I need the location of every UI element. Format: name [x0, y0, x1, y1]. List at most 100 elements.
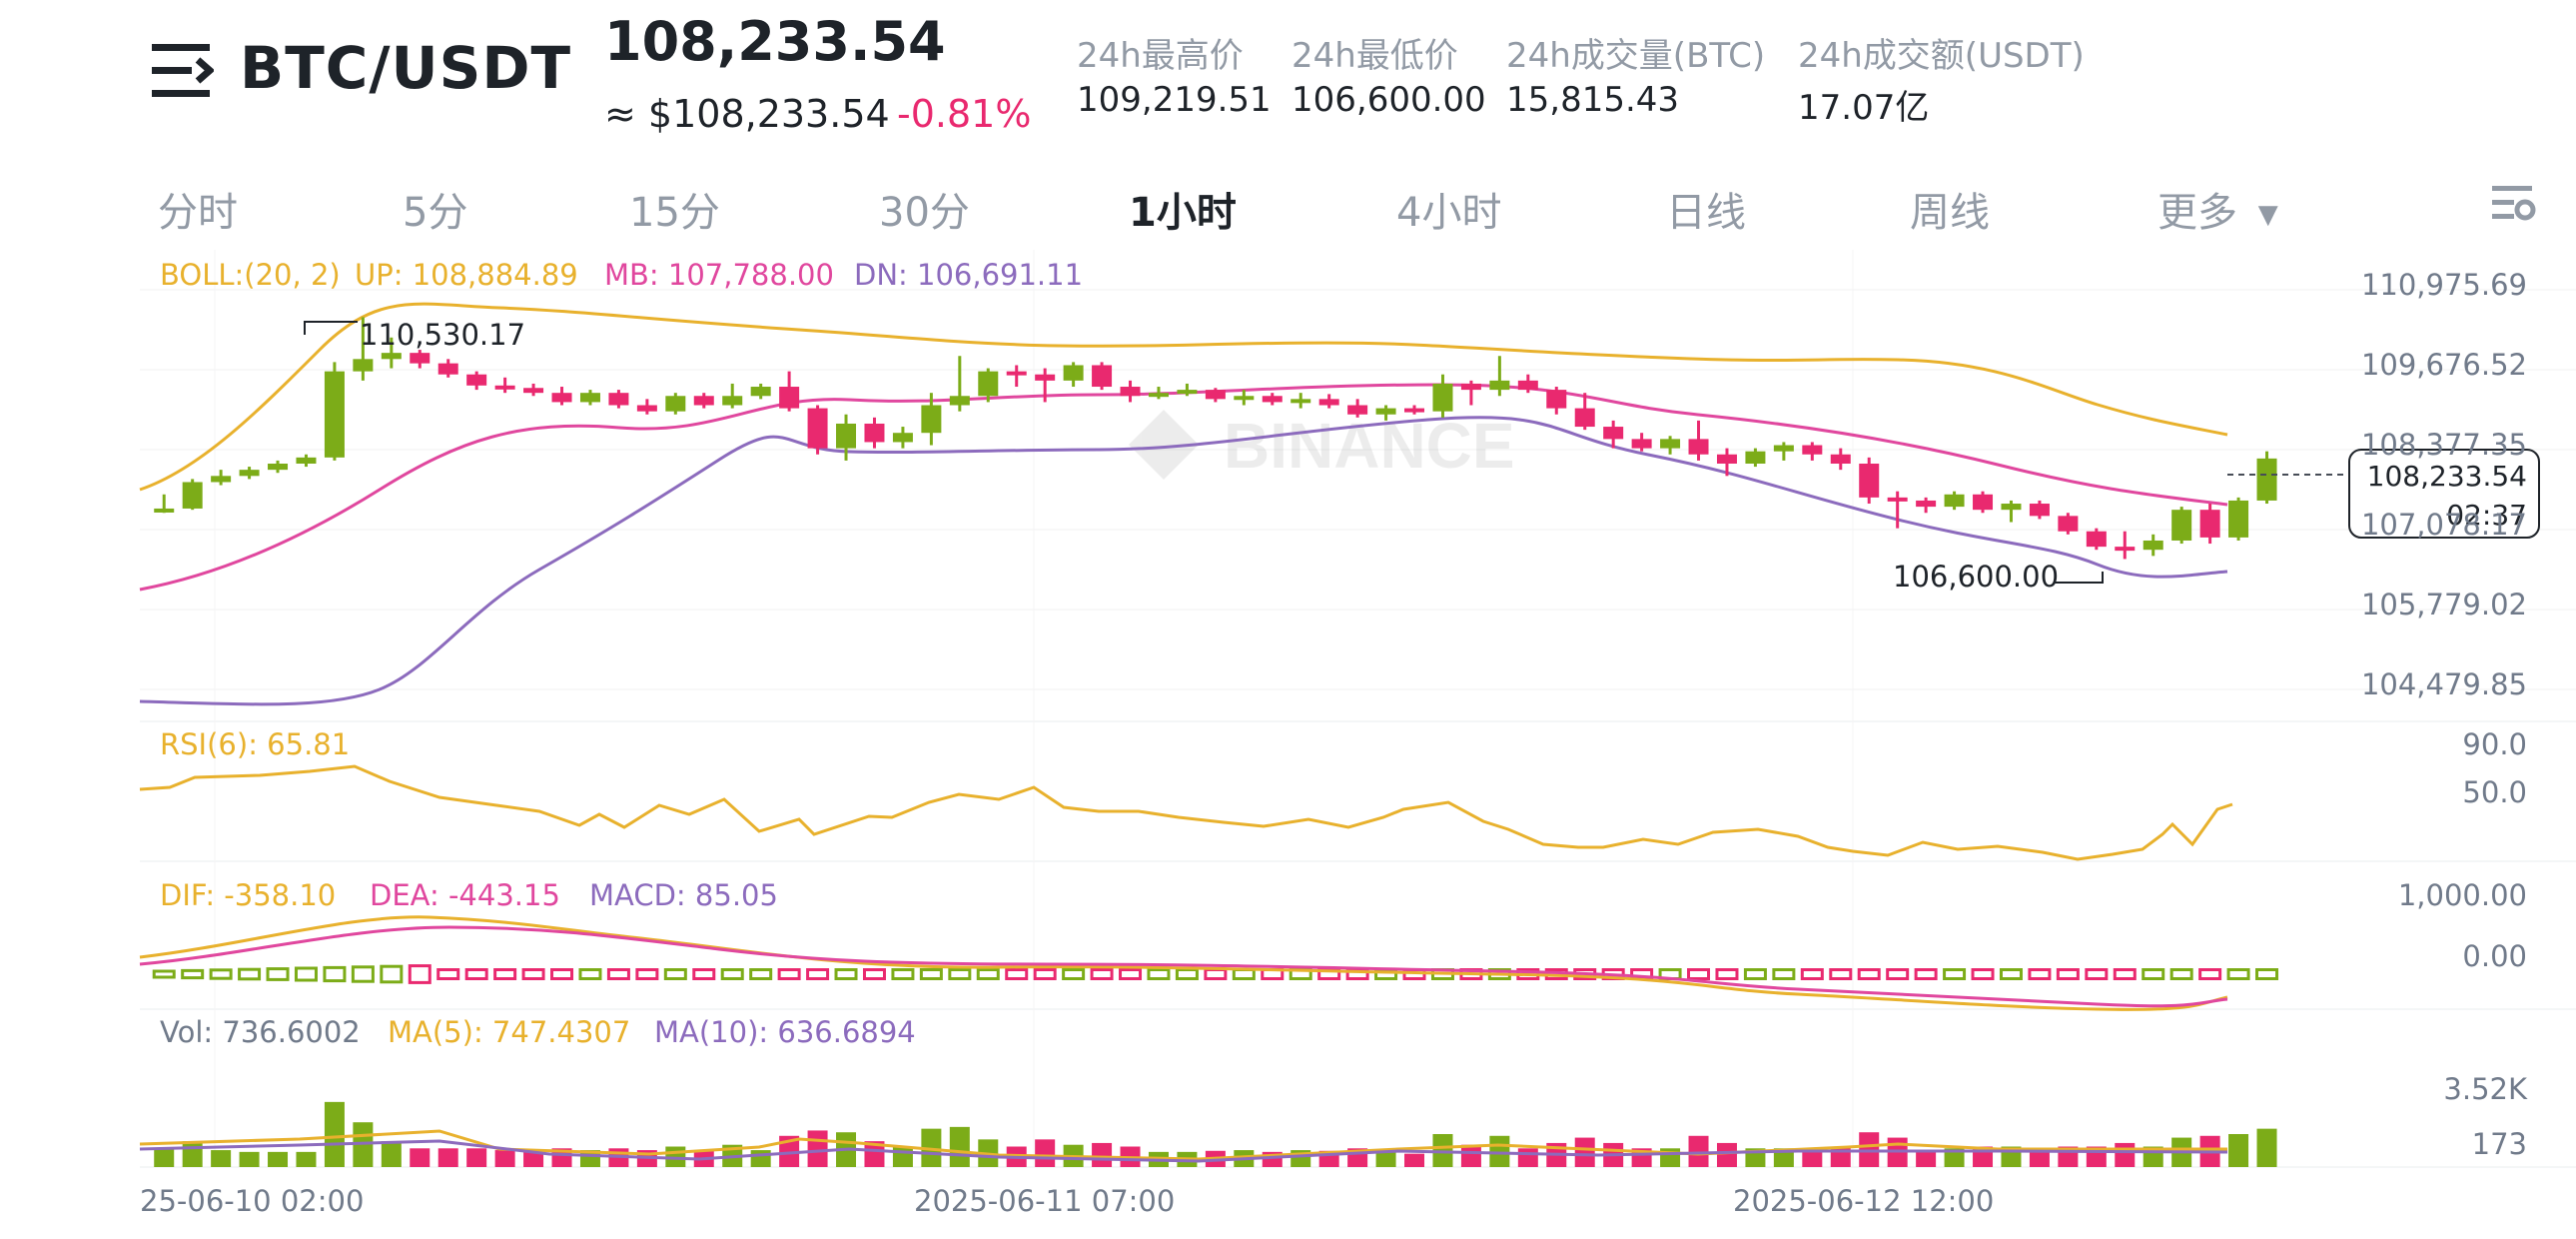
candle-body: [1120, 387, 1141, 397]
macd-bar: [606, 968, 630, 980]
tab-timeline[interactable]: 分时: [158, 190, 238, 236]
time-axis: 25-06-10 02:00 2025-06-11 07:00 2025-06-…: [140, 1184, 1994, 1218]
macd-bar: [948, 968, 972, 980]
macd-pane: DIF: -358.10 DEA: -443.15 MACD: 85.05 1,…: [139, 878, 2527, 1011]
rsi-tick: 90.0: [2462, 727, 2527, 761]
macd-bar: [1943, 968, 1967, 980]
tab-1h[interactable]: 1小时: [1129, 190, 1237, 236]
tab-more[interactable]: 更多 ▼: [2157, 180, 2278, 238]
candle-body: [1290, 399, 1311, 404]
candle-body: [1916, 500, 1937, 508]
macd-bar: [294, 966, 318, 982]
candle-body: [1489, 380, 1510, 391]
macd-bar: [1715, 968, 1739, 980]
volume-bar: [2228, 1134, 2249, 1167]
macd-bar: [2028, 968, 2052, 980]
tab-30m[interactable]: 30分: [879, 190, 970, 236]
macd-bar: [862, 968, 886, 980]
pair-title[interactable]: BTC/USDT: [240, 34, 572, 102]
boll-up-line: [139, 302, 2228, 492]
boll-legend: BOLL:(20, 2) UP: 108,884.89 MB: 107,788.…: [160, 258, 1083, 292]
candle-body: [1375, 408, 1396, 415]
tab-1d[interactable]: 日线: [1666, 190, 1746, 236]
macd-bar: [1914, 968, 1938, 980]
volume-bar: [1574, 1137, 1595, 1167]
macd-bar: [238, 967, 262, 981]
price-tick: 110,975.69: [2361, 268, 2527, 302]
candle-body: [353, 359, 374, 372]
boll-title: BOLL:(20, 2): [160, 258, 341, 292]
macd-bar: [380, 964, 404, 984]
volume-bar: [381, 1141, 402, 1167]
macd-bar: [1005, 968, 1029, 980]
candle-body: [2115, 547, 2136, 552]
candle-body: [750, 387, 771, 397]
candle-body: [1347, 405, 1368, 415]
candle-body: [722, 396, 743, 406]
tab-5m[interactable]: 5分: [403, 190, 468, 236]
candle-body: [836, 423, 857, 449]
boll-mb-value: MB: 107,788.00: [604, 258, 834, 292]
macd-dea-line: [139, 925, 2228, 1008]
volume-bar: [807, 1130, 828, 1167]
candle-body: [2001, 504, 2022, 511]
rsi-pane: RSI(6): 65.81 90.0 50.0: [139, 727, 2527, 861]
macd-bar: [720, 968, 744, 980]
boll-dn-line: [139, 416, 2228, 706]
macd-bar: [749, 968, 773, 980]
rsi-title: RSI(6): 65.81: [160, 727, 350, 761]
stat-volume-value: 15,815.43: [1506, 80, 1680, 120]
volume-bar: [410, 1148, 430, 1167]
volume-bar: [1375, 1150, 1396, 1167]
macd-bar: [2226, 968, 2250, 980]
menu-icon[interactable]: [152, 40, 214, 102]
macd-bar: [1687, 968, 1711, 980]
macd-bar: [2056, 968, 2080, 980]
candle-body: [636, 405, 657, 412]
candle-body: [1092, 365, 1113, 388]
candle-body: [1006, 371, 1027, 376]
volume-bar: [1716, 1142, 1737, 1167]
volume-bar: [523, 1151, 544, 1167]
volume-bar: [1517, 1148, 1538, 1167]
chart-settings-icon[interactable]: [2492, 182, 2536, 226]
candle-body: [1660, 439, 1681, 449]
tab-1w[interactable]: 周线: [1910, 190, 1990, 236]
last-price: 108,233.54: [604, 10, 946, 73]
macd-dif-value: DIF: -358.10: [160, 878, 336, 912]
macd-bar: [1119, 968, 1143, 980]
tab-15m[interactable]: 15分: [629, 190, 720, 236]
candle-body: [1517, 380, 1538, 391]
volume-bar: [268, 1151, 289, 1167]
countdown-label: 02:37: [2446, 499, 2527, 532]
candle-body: [978, 371, 999, 397]
volume-bar: [239, 1151, 260, 1167]
vol-ma5-value: MA(5): 747.4307: [388, 1015, 630, 1049]
volume-bar: [182, 1141, 203, 1167]
candle-body: [1716, 454, 1737, 464]
candle-body: [892, 433, 913, 443]
candle-body: [1404, 408, 1425, 413]
volume-bar: [2115, 1142, 2136, 1167]
macd-bar: [2113, 968, 2137, 980]
macd-bar: [436, 968, 460, 980]
vol-ma10-value: MA(10): 636.6894: [654, 1015, 916, 1049]
tab-4h[interactable]: 4小时: [1396, 190, 1502, 236]
macd-bar: [1800, 968, 1824, 980]
volume-bar: [466, 1148, 487, 1167]
volume-bar: [296, 1151, 317, 1167]
macd-bar: [1999, 968, 2023, 980]
macd-bar: [1147, 968, 1171, 980]
candle-body: [2143, 540, 2163, 551]
price-tick: 109,676.52: [2361, 348, 2527, 382]
candle-body: [864, 423, 885, 443]
price-change: -0.81%: [897, 92, 1032, 136]
candle-body: [1574, 408, 1595, 428]
vol-value: Vol: 736.6002: [160, 1015, 361, 1049]
candle-body: [437, 363, 458, 375]
candle-body: [2171, 510, 2192, 541]
high-label: 110,530.17: [360, 318, 525, 352]
candle-body: [665, 396, 686, 412]
boll-up-value: UP: 108,884.89: [355, 258, 578, 292]
